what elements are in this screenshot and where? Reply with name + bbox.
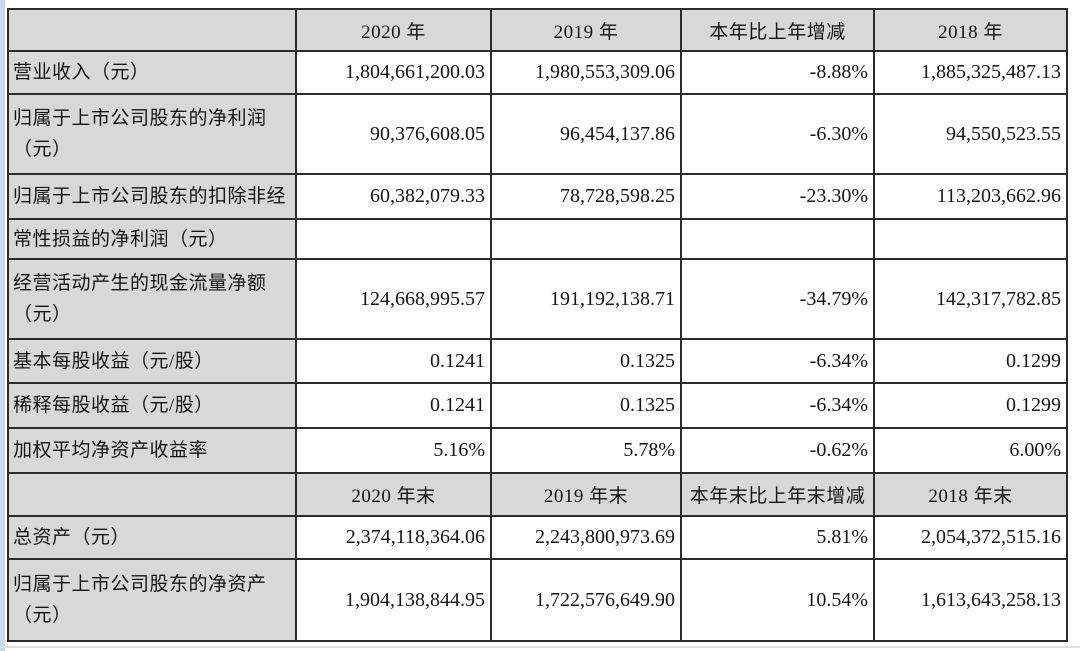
table-row-label-continuation: 常性损益的净利润（元） [7, 218, 1068, 260]
value-cell: -6.34% [680, 338, 875, 384]
header-cell-blank [7, 8, 297, 52]
value-cell: 94,550,523.55 [873, 93, 1068, 175]
header-cell-2019: 2019 年 [490, 8, 682, 52]
table-row-net-profit: 归属于上市公司股东的净利润 （元） 90,376,608.05 96,454,1… [7, 93, 1068, 175]
value-cell: 1,804,661,200.03 [295, 50, 492, 95]
value-cell: 2,243,800,973.69 [490, 515, 682, 560]
row-label-cell: 归属于上市公司股东的净资产 （元） [7, 558, 297, 642]
value-cell: 0.1325 [490, 338, 682, 384]
value-cell: 0.1299 [873, 338, 1068, 384]
header-cell-2020: 2020 年 [295, 8, 492, 52]
value-cell: 0.1241 [295, 382, 492, 429]
row-label-cell: 归属于上市公司股东的扣除非经 [7, 173, 297, 220]
value-cell: 96,454,137.86 [490, 93, 682, 175]
header-cell-2018: 2018 年 [873, 8, 1068, 52]
value-cell: 5.78% [490, 427, 682, 474]
value-cell: 5.16% [295, 427, 492, 474]
value-cell: -23.30% [680, 173, 875, 220]
header-cell-2019-end: 2019 年末 [490, 472, 682, 517]
row-label-cell: 总资产（元） [7, 515, 297, 560]
header-cell-2018-end: 2018 年末 [873, 472, 1068, 517]
header-cell-2020-end: 2020 年末 [295, 472, 492, 517]
table-row-net-profit-excl-nonrecurring: 归属于上市公司股东的扣除非经 60,382,079.33 78,728,598.… [7, 173, 1068, 220]
value-cell: 113,203,662.96 [873, 173, 1068, 220]
table-row-total-assets: 总资产（元） 2,374,118,364.06 2,243,800,973.69… [7, 515, 1068, 560]
value-cell: 1,613,643,258.13 [873, 558, 1068, 642]
row-label-cell: 稀释每股收益（元/股） [7, 382, 297, 429]
table-row-revenue: 营业收入（元） 1,804,661,200.03 1,980,553,309.0… [7, 50, 1068, 95]
page-edge-strip [0, 0, 5, 651]
value-cell: 1,885,325,487.13 [873, 50, 1068, 95]
value-cell: 60,382,079.33 [295, 173, 492, 220]
value-cell: 1,904,138,844.95 [295, 558, 492, 642]
value-cell: 142,317,782.85 [873, 258, 1068, 340]
table-row-weighted-avg-roe: 加权平均净资产收益率 5.16% 5.78% -0.62% 6.00% [7, 427, 1068, 474]
page-bottom-rule [0, 646, 1080, 648]
row-label-cell: 加权平均净资产收益率 [7, 427, 297, 474]
value-cell: 1,722,576,649.90 [490, 558, 682, 642]
table-row-operating-cash-flow: 经营活动产生的现金流量净额 （元） 124,668,995.57 191,192… [7, 258, 1068, 340]
value-cell: 10.54% [680, 558, 875, 642]
value-cell: -0.62% [680, 427, 875, 474]
value-cell: -6.30% [680, 93, 875, 175]
row-label-cell: 常性损益的净利润（元） [7, 218, 297, 260]
value-cell: 6.00% [873, 427, 1068, 474]
row-label-cell: 营业收入（元） [7, 50, 297, 95]
value-cell-empty [873, 218, 1068, 260]
value-cell: 2,374,118,364.06 [295, 515, 492, 560]
table-header-row-annual: 2020 年 2019 年 本年比上年增减 2018 年 [7, 8, 1068, 52]
header-cell-yoy-change: 本年比上年增减 [680, 8, 875, 52]
value-cell: 90,376,608.05 [295, 93, 492, 175]
value-cell: 0.1241 [295, 338, 492, 384]
financial-summary-table: 2020 年 2019 年 本年比上年增减 2018 年 营业收入（元） 1,8… [7, 8, 1068, 642]
value-cell: 2,054,372,515.16 [873, 515, 1068, 560]
table-row-diluted-eps: 稀释每股收益（元/股） 0.1241 0.1325 -6.34% 0.1299 [7, 382, 1068, 429]
value-cell: 1,980,553,309.06 [490, 50, 682, 95]
value-cell: 191,192,138.71 [490, 258, 682, 340]
value-cell: 124,668,995.57 [295, 258, 492, 340]
table-row-net-assets: 归属于上市公司股东的净资产 （元） 1,904,138,844.95 1,722… [7, 558, 1068, 642]
value-cell: -6.34% [680, 382, 875, 429]
value-cell: -8.88% [680, 50, 875, 95]
value-cell: 0.1325 [490, 382, 682, 429]
value-cell-empty [295, 218, 492, 260]
table-header-row-yearend: 2020 年末 2019 年末 本年末比上年末增减 2018 年末 [7, 472, 1068, 517]
table-row-basic-eps: 基本每股收益（元/股） 0.1241 0.1325 -6.34% 0.1299 [7, 338, 1068, 384]
row-label-cell: 归属于上市公司股东的净利润 （元） [7, 93, 297, 175]
value-cell: 0.1299 [873, 382, 1068, 429]
row-label-cell: 经营活动产生的现金流量净额 （元） [7, 258, 297, 340]
row-label-cell: 基本每股收益（元/股） [7, 338, 297, 384]
value-cell: 5.81% [680, 515, 875, 560]
value-cell: -34.79% [680, 258, 875, 340]
value-cell-empty [680, 218, 875, 260]
value-cell-empty [490, 218, 682, 260]
value-cell: 78,728,598.25 [490, 173, 682, 220]
header-cell-yearend-change: 本年末比上年末增减 [680, 472, 875, 517]
header-cell-blank [7, 472, 297, 517]
